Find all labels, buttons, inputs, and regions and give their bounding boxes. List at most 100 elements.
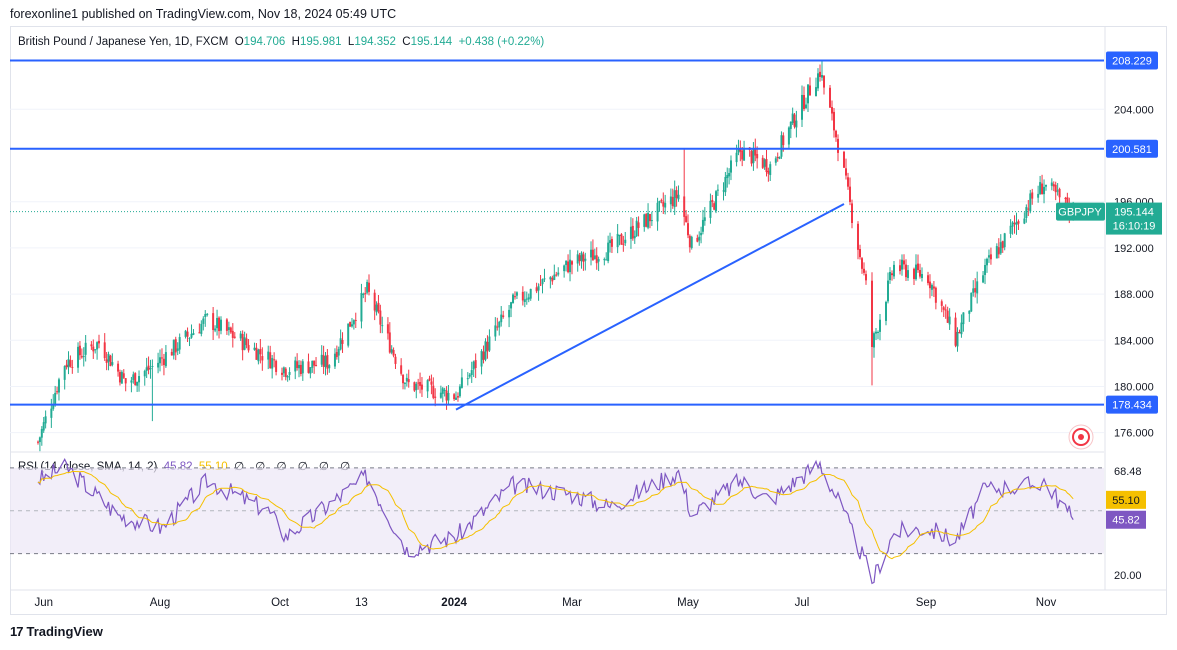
candle-body: [576, 254, 579, 264]
candle-body: [428, 378, 431, 381]
candle-body: [859, 249, 861, 258]
low-label: L: [347, 36, 355, 48]
candle-body: [948, 316, 951, 325]
symbol-name[interactable]: British Pound / Japanese Yen, 1D, FXCM: [18, 36, 229, 48]
candle-body: [132, 374, 135, 380]
candle-body: [722, 190, 725, 192]
price-tick-label: 176.000: [1114, 428, 1154, 440]
candle-body: [960, 322, 963, 335]
candle-body: [821, 75, 823, 78]
candle-body: [571, 261, 573, 265]
candle-body: [212, 313, 215, 330]
candle-body: [109, 355, 112, 367]
candle-body: [795, 120, 798, 128]
candle-body: [525, 298, 528, 300]
candle-body: [593, 255, 596, 259]
candle-body: [927, 275, 929, 284]
candle-body: [233, 336, 236, 338]
candle-body: [482, 351, 485, 360]
time-tick-label: 2024: [441, 597, 467, 609]
candle-body: [735, 152, 738, 163]
candle-body: [420, 384, 423, 390]
price-tick-label: 180.000: [1114, 381, 1154, 393]
candle-body: [170, 351, 173, 356]
candle-body: [700, 232, 703, 236]
candle-body: [683, 196, 686, 217]
candle-body: [455, 397, 457, 400]
candle-body: [635, 220, 638, 237]
tradingview-brand[interactable]: 17 TradingView: [10, 624, 103, 639]
candle-body: [656, 202, 659, 222]
candle-body: [271, 358, 274, 369]
candle-body: [982, 275, 985, 283]
candle-body: [508, 309, 511, 318]
level-price-label: 178.434: [1112, 400, 1152, 412]
candle-body: [893, 264, 895, 277]
time-tick-label: 13: [355, 597, 368, 609]
time-tick-label: Aug: [150, 597, 170, 609]
candle-body: [703, 217, 706, 221]
candle-body: [685, 216, 688, 223]
candle-body: [995, 246, 998, 259]
rsi-line: [37, 457, 1074, 585]
candle-body: [299, 364, 302, 375]
time-tick-label: Oct: [271, 597, 290, 609]
candle-body: [901, 259, 903, 270]
candle-body: [857, 223, 859, 250]
candle-body: [500, 314, 503, 323]
candle-body: [484, 341, 487, 360]
candle-body: [151, 366, 154, 368]
candle-body: [875, 331, 877, 334]
rsi-sma-tag-label: 55.10: [1112, 495, 1140, 507]
low-value: 194.352: [354, 36, 396, 48]
candle-body: [281, 372, 283, 375]
candle-body: [843, 151, 845, 168]
candle-body: [486, 341, 489, 352]
candle-body: [629, 226, 632, 239]
time-tick-label: Sep: [916, 597, 936, 609]
last-price-tag: [1106, 202, 1162, 235]
candle-body: [879, 319, 881, 332]
candle-body: [77, 346, 80, 368]
candle-body: [107, 354, 110, 362]
candle-body: [675, 190, 678, 199]
rsi-tick-label: 68.48: [1114, 466, 1142, 478]
close-value: 195.144: [410, 36, 453, 48]
rsi-sma-tag: [1106, 490, 1146, 509]
candle-body: [582, 254, 585, 262]
candle-body: [149, 368, 152, 370]
candle-body: [791, 113, 794, 124]
candle-body: [138, 376, 141, 383]
high-label: H: [291, 36, 300, 48]
candle-body: [147, 365, 150, 370]
candle-body: [987, 255, 990, 258]
candle-body: [847, 177, 849, 187]
candle-body: [105, 359, 108, 363]
candle-body: [944, 309, 947, 311]
level-price-tag: [1106, 139, 1158, 158]
candle-body: [245, 338, 248, 346]
candle-body: [1031, 192, 1034, 199]
candle-body: [206, 313, 209, 315]
candle-body: [432, 385, 435, 398]
candle-body: [919, 269, 921, 277]
candle-body: [192, 333, 195, 335]
candle-body: [90, 344, 93, 347]
candle-body: [71, 366, 74, 368]
candle-body: [44, 416, 47, 424]
candle-body: [610, 239, 613, 247]
candle-body: [970, 292, 973, 312]
candle-body: [715, 191, 718, 211]
candle-body: [512, 294, 515, 304]
last-price-label: 195.144: [1114, 207, 1154, 219]
candle-body: [637, 222, 640, 228]
candle-body: [159, 357, 161, 364]
candle-body: [776, 157, 779, 159]
candle-body: [835, 130, 837, 138]
candle-body: [122, 373, 125, 378]
candle-body: [616, 233, 619, 248]
candle-body: [609, 240, 612, 244]
candle-body: [660, 200, 663, 202]
time-tick-label: Jul: [795, 597, 810, 609]
